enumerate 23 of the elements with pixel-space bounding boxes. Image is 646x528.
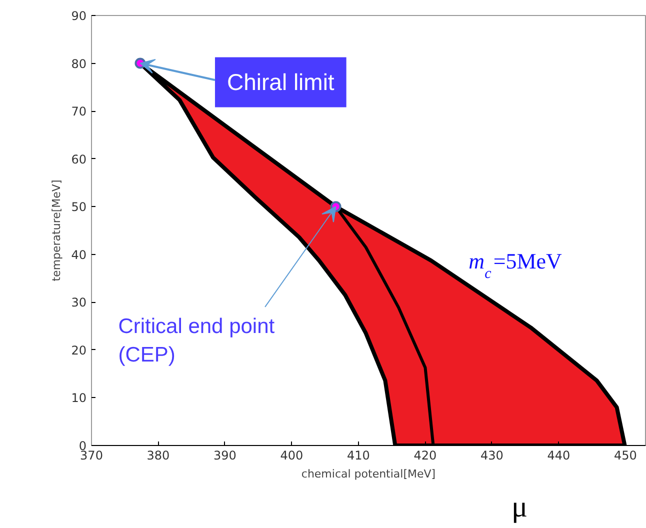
- x-tick-label: 370: [80, 448, 103, 462]
- y-tick-label: 10: [71, 391, 87, 406]
- x-tick-label: 430: [480, 448, 504, 462]
- x-tick-label: 380: [146, 448, 170, 462]
- y-tick-label: 30: [71, 296, 87, 310]
- x-tick-label: 450: [614, 448, 637, 462]
- y-tick-label: 80: [71, 56, 87, 71]
- x-tick-label: 410: [347, 448, 370, 462]
- x-tick-label: 420: [414, 448, 437, 462]
- y-tick-label: 60: [71, 152, 87, 166]
- y-tick-label: 90: [71, 9, 87, 23]
- annotation: Chiral limit: [226, 69, 335, 96]
- y-tick-label: 70: [71, 104, 87, 119]
- y-tick-label: 20: [71, 343, 87, 358]
- y-tick-label: 50: [71, 200, 87, 214]
- annotation: Critical end point (CEP): [118, 314, 275, 367]
- y-tick-label: 40: [71, 248, 87, 262]
- x-axis-title: chemical potential[MeV]: [301, 468, 436, 480]
- x-tick-label: 400: [280, 448, 304, 462]
- text: μ: [512, 490, 528, 524]
- x-tick-label: 440: [547, 448, 570, 462]
- x-tick-label: 390: [214, 448, 236, 462]
- y-axis-title: temperature[MeV]: [50, 180, 64, 282]
